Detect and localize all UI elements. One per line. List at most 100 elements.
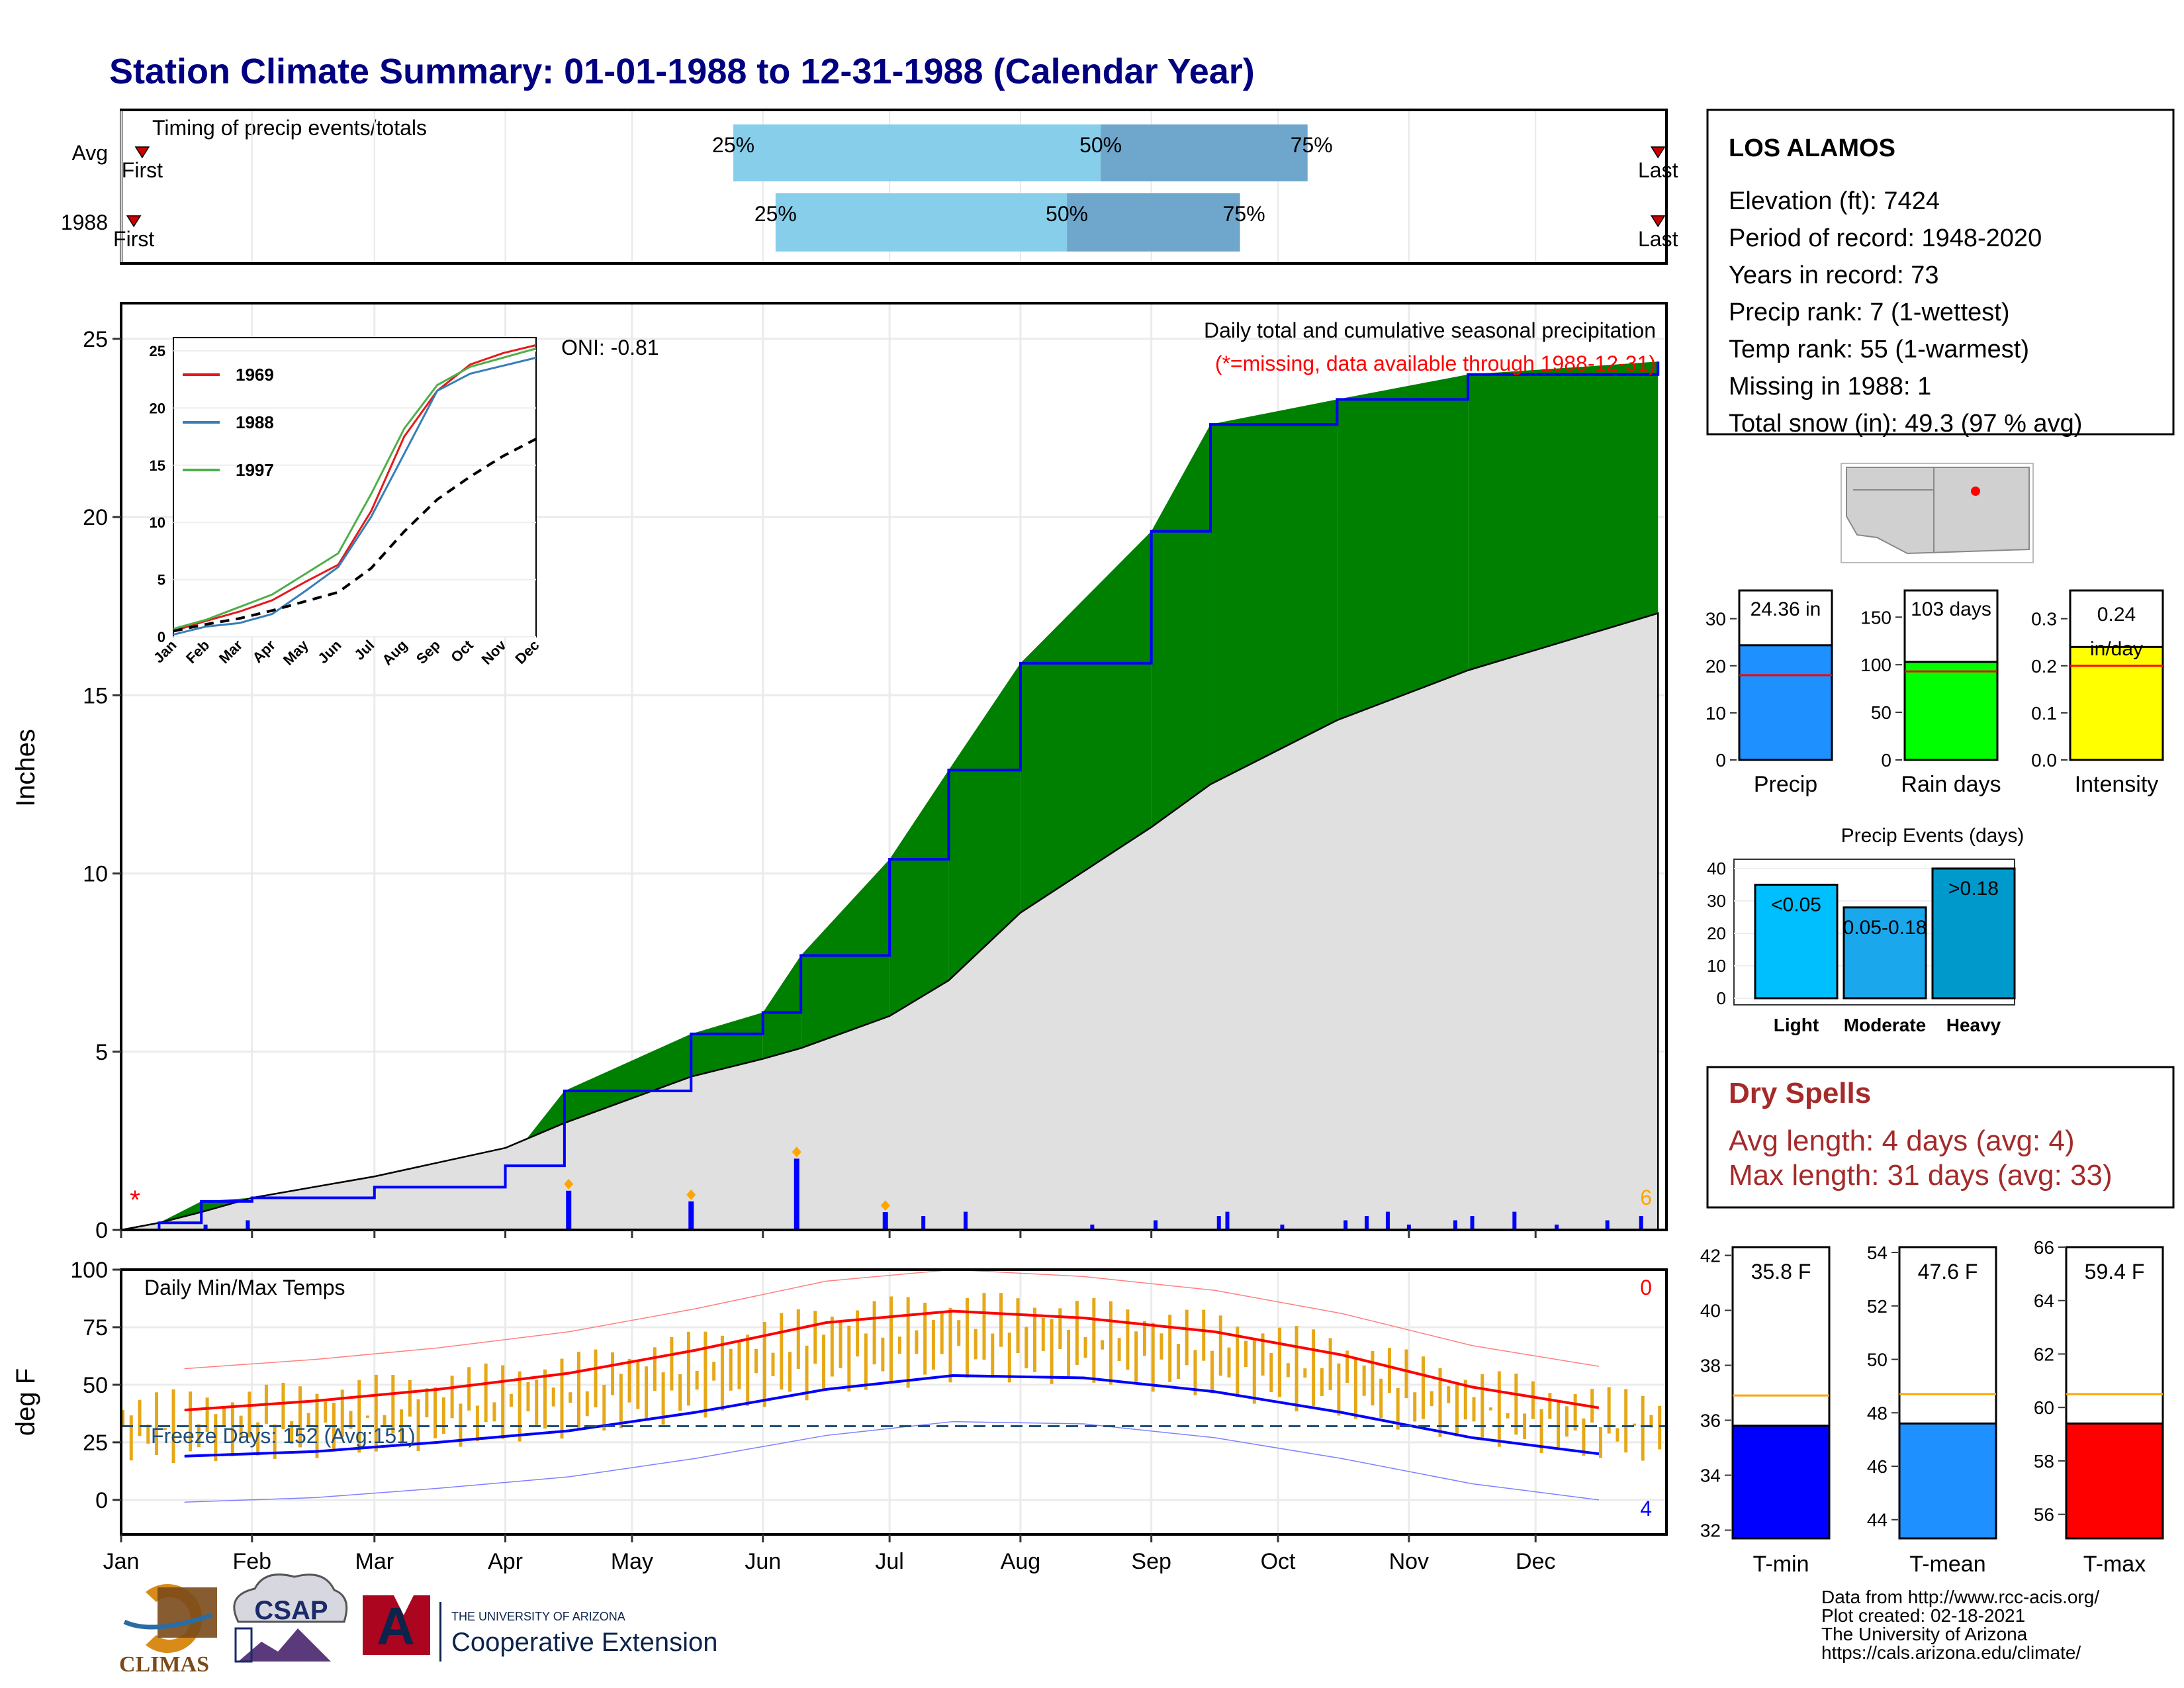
daily-temp-range bbox=[1007, 1333, 1011, 1383]
daily-temp-range bbox=[1312, 1329, 1316, 1407]
daily-temp-range bbox=[645, 1366, 649, 1419]
daily-max-marker bbox=[686, 1189, 696, 1200]
timing-label: Timing of precip events/totals bbox=[152, 116, 427, 140]
temp-y-tick: 50 bbox=[83, 1373, 108, 1398]
timing-bar-25-50 bbox=[733, 124, 1101, 181]
daily-temp-range bbox=[1607, 1387, 1611, 1434]
daily-temp-range bbox=[577, 1352, 581, 1429]
above-average-area bbox=[1151, 424, 1210, 827]
dry-spells-box: Dry Spells Avg length: 4 days (avg: 4) M… bbox=[1706, 1066, 2175, 1209]
daily-temp-range bbox=[1582, 1418, 1586, 1456]
daily-temp-range bbox=[872, 1301, 876, 1365]
daily-temp-range bbox=[1286, 1363, 1290, 1378]
month-label: Jan bbox=[103, 1549, 140, 1574]
temp-summary-value: 35.8 F bbox=[1751, 1260, 1811, 1284]
station-info-line: Years in record: 73 bbox=[1729, 261, 1939, 289]
inset-y-tick: 5 bbox=[158, 572, 165, 588]
daily-temp-range bbox=[1624, 1389, 1628, 1453]
summary-value-line2: in/day bbox=[2090, 638, 2143, 660]
average-cumulative-area bbox=[120, 612, 1659, 1231]
precip-count: 6 bbox=[1640, 1186, 1652, 1209]
daily-temp-range bbox=[1557, 1401, 1561, 1448]
university-logo: A THE UNIVERSITY OF ARIZONA Cooperative … bbox=[363, 1595, 717, 1662]
inset-marks: 1969 1988 1997 bbox=[173, 344, 537, 637]
station-info-box: LOS ALAMOS Elevation (ft): 7424 Period of… bbox=[1706, 109, 2175, 438]
university-name: THE UNIVERSITY OF ARIZONA bbox=[451, 1610, 625, 1623]
daily-temp-range bbox=[1244, 1340, 1248, 1368]
timing-row-year: 1988 bbox=[61, 211, 108, 234]
daily-temp-range bbox=[788, 1352, 792, 1392]
inset-legend-label: 1969 bbox=[236, 365, 274, 385]
events-title: Precip Events (days) bbox=[1841, 825, 2025, 847]
missing-marker: * bbox=[130, 1186, 140, 1215]
daily-temp-range bbox=[1506, 1413, 1510, 1419]
daily-temp-range bbox=[1160, 1333, 1163, 1360]
daily-temp-range bbox=[948, 1307, 952, 1383]
last-label: Last bbox=[1638, 227, 1678, 251]
daily-temp-range bbox=[281, 1382, 285, 1430]
daily-temp-range bbox=[171, 1389, 175, 1464]
summary-y-tick: 150 bbox=[1860, 607, 1891, 628]
station-info-line: Missing in 1988: 1 bbox=[1729, 373, 1931, 400]
daily-temp-range bbox=[712, 1362, 716, 1381]
daily-temp-range bbox=[205, 1397, 209, 1432]
timing-pct-label: 25% bbox=[754, 202, 797, 226]
temp-summary-label: T-min bbox=[1753, 1552, 1809, 1577]
inset-panel: 1969 1988 1997 bbox=[173, 337, 537, 637]
daily-temp-range bbox=[408, 1380, 412, 1417]
summary-y-tick: 0.2 bbox=[2031, 656, 2057, 677]
precip-subtitle: Daily total and cumulative seasonal prec… bbox=[1204, 318, 1656, 342]
daily-temp-range bbox=[678, 1374, 682, 1411]
daily-precip-bar bbox=[1280, 1224, 1285, 1230]
month-label: Mar bbox=[355, 1549, 394, 1574]
inset-y-tick: 25 bbox=[150, 343, 165, 359]
month-label: Feb bbox=[232, 1549, 271, 1574]
daily-temp-range bbox=[1548, 1393, 1552, 1419]
precip-marks bbox=[120, 361, 1660, 1231]
temp-summary-y-tick: 56 bbox=[2034, 1505, 2054, 1525]
events-bar-label: <0.05 bbox=[1771, 894, 1821, 916]
map-borders bbox=[1853, 467, 1934, 553]
inset-y-tick: 15 bbox=[150, 457, 165, 474]
daily-temp-range bbox=[441, 1397, 445, 1434]
month-label: Jun bbox=[745, 1549, 781, 1574]
inset-legend-label: 1988 bbox=[236, 412, 274, 432]
month-label: Aug bbox=[1001, 1549, 1041, 1574]
daily-precip-bar bbox=[203, 1224, 208, 1230]
daily-temp-range bbox=[129, 1415, 133, 1461]
first-marker bbox=[126, 215, 142, 228]
timing-panel: Timing of precip events/totals Avg 1988 … bbox=[61, 109, 1678, 265]
daily-temp-range bbox=[1531, 1381, 1535, 1419]
daily-temp-range bbox=[1573, 1394, 1577, 1430]
daily-temp-range bbox=[1649, 1415, 1653, 1428]
month-label: Nov bbox=[1389, 1549, 1429, 1574]
daily-temp-range bbox=[974, 1329, 978, 1360]
daily-temp-range bbox=[957, 1320, 961, 1346]
precip-y-tick: 10 bbox=[83, 862, 108, 887]
dry-spells-frame bbox=[1706, 1066, 2175, 1209]
timing-pct-label: 50% bbox=[1079, 133, 1122, 157]
daily-temp-range bbox=[197, 1424, 201, 1448]
inset-y-tick: 20 bbox=[150, 400, 165, 416]
daily-temp-range bbox=[585, 1391, 589, 1417]
daily-temp-range bbox=[839, 1322, 842, 1368]
station-info-line: Period of record: 1948-2020 bbox=[1729, 224, 2042, 252]
temp-summary-bar-tmean bbox=[1898, 1422, 1997, 1540]
temp-summary-y-tick: 50 bbox=[1867, 1350, 1888, 1370]
daily-temp-range bbox=[1337, 1363, 1341, 1416]
temp-marks bbox=[121, 1269, 1666, 1503]
first-label: First bbox=[122, 158, 163, 182]
month-label: Sep bbox=[1131, 1549, 1171, 1574]
daily-temp-range bbox=[349, 1411, 353, 1429]
summary-label: Precip bbox=[1754, 772, 1817, 797]
page-title: Station Climate Summary: 01-01-1988 to 1… bbox=[109, 52, 1255, 91]
temp-y-tick: 25 bbox=[83, 1430, 108, 1456]
daily-temp-range bbox=[492, 1402, 496, 1422]
daily-temp-range bbox=[796, 1309, 800, 1369]
temp-panel: deg F Daily Min/Max Temps Freeze Days: 1… bbox=[11, 1268, 1668, 1536]
daily-temp-range bbox=[560, 1358, 564, 1439]
daily-temp-range bbox=[704, 1331, 707, 1418]
daily-temp-range bbox=[1328, 1338, 1332, 1390]
daily-temp-range bbox=[1658, 1405, 1662, 1450]
daily-temp-range bbox=[729, 1348, 733, 1391]
